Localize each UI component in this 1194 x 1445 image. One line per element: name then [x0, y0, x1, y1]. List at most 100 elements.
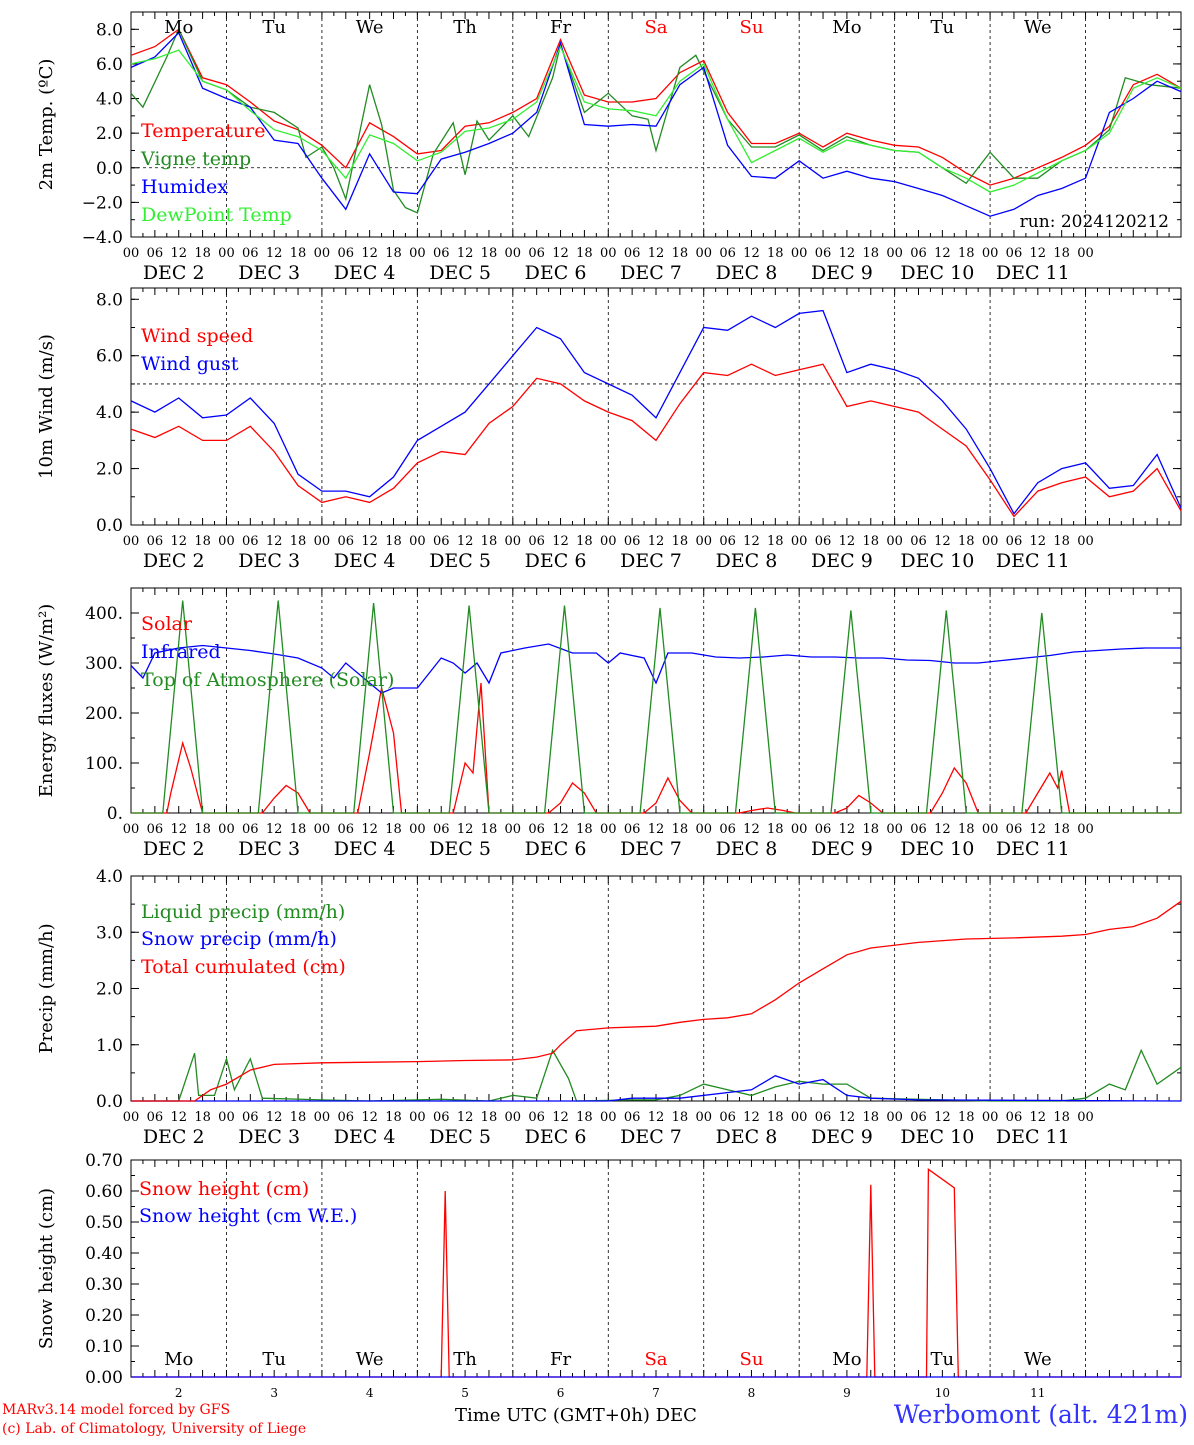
- hour-tick-label: 06: [147, 1110, 164, 1125]
- hour-tick-label: 12: [170, 534, 187, 549]
- hour-tick-label: 06: [624, 534, 641, 549]
- hour-tick-label: 00: [886, 534, 903, 549]
- y-tick-label: −4.0: [82, 228, 123, 248]
- hour-tick-label: 00: [695, 246, 712, 261]
- hour-tick-label: 00: [123, 822, 140, 837]
- day-label: Su: [739, 1349, 763, 1370]
- hour-tick-label: 18: [290, 534, 307, 549]
- lab-credit: (c) Lab. of Climatology, University of L…: [2, 1421, 307, 1437]
- hour-tick-label: 06: [147, 534, 164, 549]
- hour-tick-label: 12: [743, 534, 760, 549]
- panel-1: 8.0 6.0 4.0 2.0 0.0 −2.0 −4.0 2m Temp. (ºC) Temp…: [36, 11, 1182, 284]
- day-number: 8: [748, 1386, 756, 1400]
- hour-tick-label: 12: [648, 534, 665, 549]
- hour-tick-label: 06: [1006, 246, 1023, 261]
- hour-tick-label: 00: [886, 246, 903, 261]
- date-label: DEC 9: [811, 1126, 873, 1148]
- y-tick-label: 0.30: [85, 1275, 123, 1295]
- date-label: DEC 10: [900, 550, 974, 572]
- hour-tick-label: 12: [361, 246, 378, 261]
- series-line-dewpoint-temp: [130, 44, 1182, 193]
- hour-tick-label: 00: [982, 534, 999, 549]
- panel-3: 400. 300. 200. 100. 0. Energy fluxes (W/m²) So…: [36, 587, 1182, 860]
- date-label: DEC 5: [429, 1126, 491, 1148]
- hour-tick-label: 12: [552, 246, 569, 261]
- hour-tick-label: 18: [672, 822, 689, 837]
- run-label: run: 2024120212: [1020, 212, 1169, 232]
- day-number: 4: [366, 1386, 374, 1400]
- y-tick-label: 0.70: [85, 1151, 123, 1171]
- hour-tick-label: 06: [433, 822, 450, 837]
- legend-entry: Temperature: [141, 120, 265, 142]
- hour-tick-label: 00: [1077, 534, 1094, 549]
- y-tick-label: 8.0: [96, 290, 123, 310]
- hour-tick-label: 18: [1053, 1110, 1070, 1125]
- hour-tick-label: 12: [839, 1110, 856, 1125]
- x-axis-title-text: Time UTC (GMT+0h): [455, 1405, 650, 1426]
- series-line-wind-speed: [130, 363, 1182, 518]
- date-label: DEC 11: [996, 1126, 1070, 1148]
- hour-tick-label: 12: [934, 822, 951, 837]
- y-tick-label: 100.: [85, 754, 123, 774]
- day-number: 11: [1030, 1386, 1045, 1400]
- hour-tick-label: 00: [1077, 1110, 1094, 1125]
- day-number: 9: [843, 1386, 851, 1400]
- hour-tick-label: 18: [385, 1110, 402, 1125]
- date-label: DEC 2: [143, 262, 205, 284]
- hour-tick-label: 00: [409, 534, 426, 549]
- day-label: Mo: [164, 17, 193, 38]
- date-label: DEC 8: [716, 262, 778, 284]
- hour-tick-label: 18: [1053, 822, 1070, 837]
- hour-tick-label: 06: [242, 822, 259, 837]
- y-tick-label: 4.0: [96, 90, 123, 110]
- hour-tick-label: 00: [409, 246, 426, 261]
- hour-tick-label: 06: [910, 246, 927, 261]
- hour-tick-label: 12: [934, 1110, 951, 1125]
- hour-tick-label: 00: [695, 822, 712, 837]
- hour-tick-label: 00: [505, 246, 522, 261]
- date-label: DEC 9: [811, 550, 873, 572]
- hour-tick-label: 00: [505, 534, 522, 549]
- hour-tick-label: 12: [648, 822, 665, 837]
- date-label: DEC 6: [525, 550, 587, 572]
- plot-frame: [130, 287, 1182, 526]
- date-label: DEC 10: [900, 838, 974, 860]
- hour-tick-label: 18: [290, 246, 307, 261]
- y-tick-label: 0.00: [85, 1368, 123, 1388]
- hour-tick-label: 18: [290, 1110, 307, 1125]
- hour-tick-label: 06: [528, 246, 545, 261]
- hour-tick-label: 00: [600, 822, 617, 837]
- y-tick-label: 2.0: [96, 124, 123, 144]
- hour-tick-label: 00: [218, 1110, 235, 1125]
- hour-tick-label: 06: [815, 246, 832, 261]
- hour-tick-label: 12: [1030, 1110, 1047, 1125]
- hour-tick-label: 06: [624, 246, 641, 261]
- hour-tick-label: 12: [361, 534, 378, 549]
- y-tick-label: 1.0: [96, 1036, 123, 1056]
- day-label: We: [356, 1349, 384, 1370]
- hour-tick-label: 18: [862, 1110, 879, 1125]
- series-line-humidex: [130, 31, 1182, 217]
- hour-tick-label: 06: [719, 1110, 736, 1125]
- hour-tick-label: 06: [719, 534, 736, 549]
- date-label: DEC 3: [238, 1126, 300, 1148]
- legend-entry: Vigne temp: [140, 148, 251, 170]
- date-label: DEC 7: [620, 550, 682, 572]
- hour-tick-label: 00: [505, 822, 522, 837]
- date-label: DEC 11: [996, 262, 1070, 284]
- hour-tick-label: 06: [1006, 534, 1023, 549]
- day-label: Fr: [550, 17, 571, 38]
- date-label: DEC 3: [238, 550, 300, 572]
- legend-entry: Snow height (cm W.E.): [139, 1205, 357, 1227]
- y-tick-label: 0.10: [85, 1337, 123, 1357]
- hour-tick-label: 18: [1053, 534, 1070, 549]
- hour-tick-label: 00: [409, 822, 426, 837]
- series-line-wind-gust: [130, 309, 1182, 515]
- hour-tick-label: 18: [862, 822, 879, 837]
- day-label: Th: [453, 17, 477, 38]
- hour-tick-label: 18: [767, 1110, 784, 1125]
- series-line-infrared: [130, 643, 1181, 694]
- hour-tick-label: 18: [576, 534, 593, 549]
- hour-tick-label: 12: [552, 534, 569, 549]
